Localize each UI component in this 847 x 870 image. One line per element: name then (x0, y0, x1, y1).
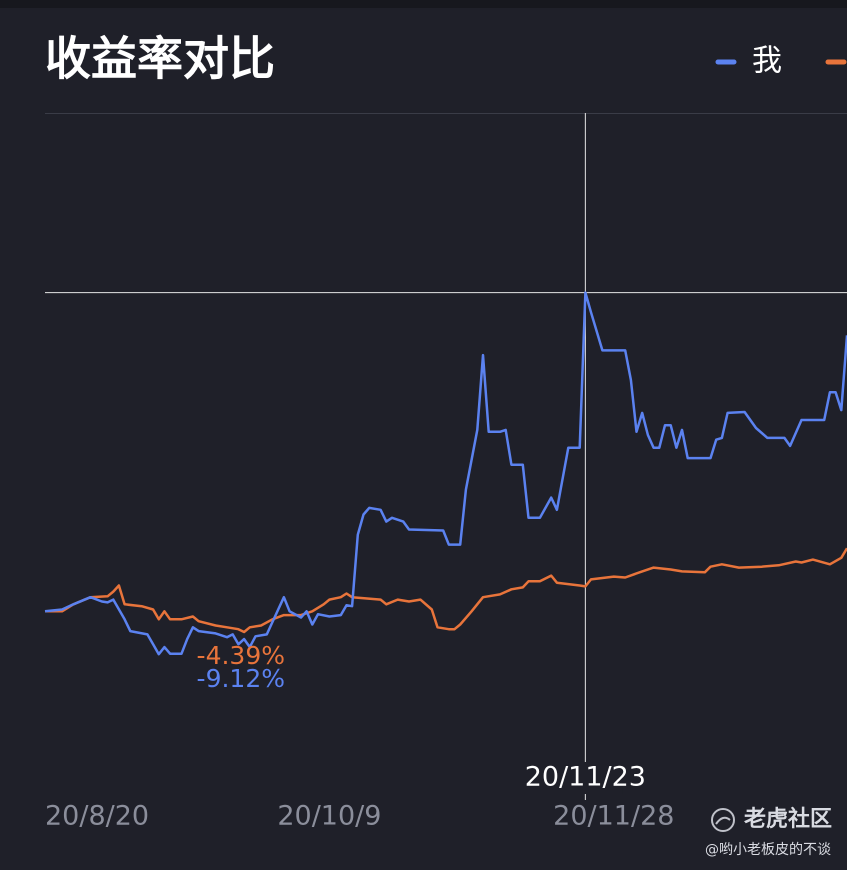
crosshair-label: 20/11/23 (525, 762, 646, 793)
series-line (44, 291, 847, 656)
crosshair-label-bg (548, 762, 623, 794)
chart-title: 收益率对比 (45, 32, 275, 86)
watermark-brand: 老虎社区 (743, 806, 832, 832)
min-label: -4.39% (197, 641, 285, 670)
watermark-icon (711, 808, 735, 832)
min-label: -9.12% (197, 664, 285, 693)
x-tick-label: 20/8/20 (45, 801, 149, 832)
x-tick-label: 20/11/28 (553, 801, 674, 832)
top-band (0, 0, 847, 8)
series-line (45, 547, 847, 634)
legend-label: 我 (752, 44, 782, 79)
watermark-author: @哟小老板皮的不谈 (705, 842, 831, 858)
x-tick-label: 20/10/9 (277, 801, 381, 832)
